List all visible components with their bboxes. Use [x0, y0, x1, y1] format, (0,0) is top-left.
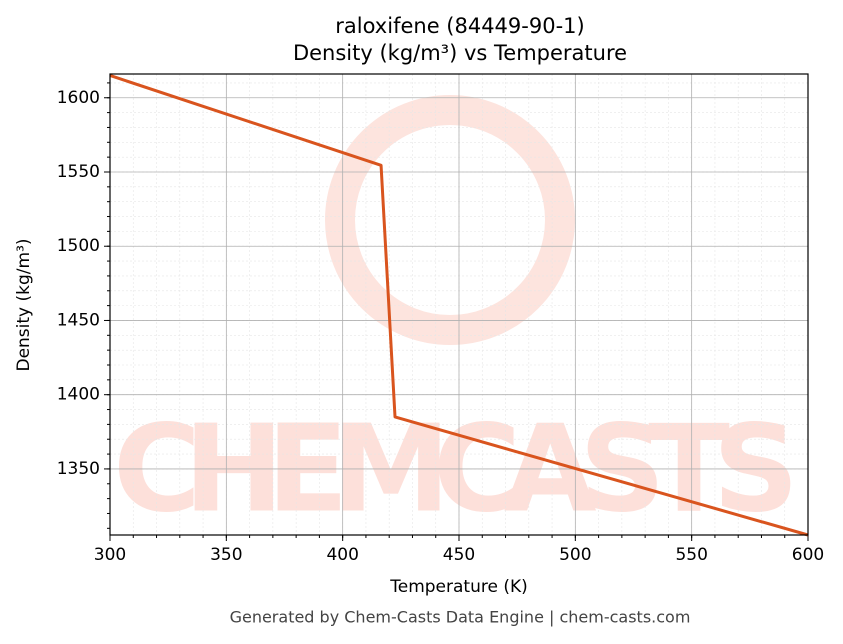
watermark: CHEMCASTS — [113, 401, 803, 540]
y-tick-label: 1550 — [57, 162, 100, 182]
plot-frame — [109, 73, 809, 536]
y-tick-label: 1500 — [57, 236, 100, 256]
watermark-logo — [325, 95, 575, 345]
footer: Generated by Chem-Casts Data Engine | ch… — [230, 608, 691, 627]
x-tick-label: 550 — [675, 545, 707, 565]
y-tick-label: 1350 — [57, 459, 100, 479]
x-tick-label: 500 — [559, 545, 591, 565]
x-tick-label: 450 — [443, 545, 475, 565]
chart-subtitle: Density (kg/m³) vs Temperature — [293, 41, 627, 65]
y-axis-label: Density (kg/m³) — [14, 238, 34, 371]
x-axis-label: Temperature (K) — [389, 577, 528, 597]
y-tick-label: 1400 — [57, 385, 100, 405]
chart-title: raloxifene (84449-90-1) — [335, 14, 584, 38]
x-tick-label: 300 — [94, 545, 126, 565]
x-tick-label: 400 — [326, 545, 358, 565]
y-tick-label: 1600 — [57, 88, 100, 108]
x-tick-label: 600 — [792, 545, 824, 565]
x-tick-label: 350 — [210, 545, 242, 565]
data-line — [109, 74, 809, 537]
y-tick-label: 1450 — [57, 310, 100, 330]
